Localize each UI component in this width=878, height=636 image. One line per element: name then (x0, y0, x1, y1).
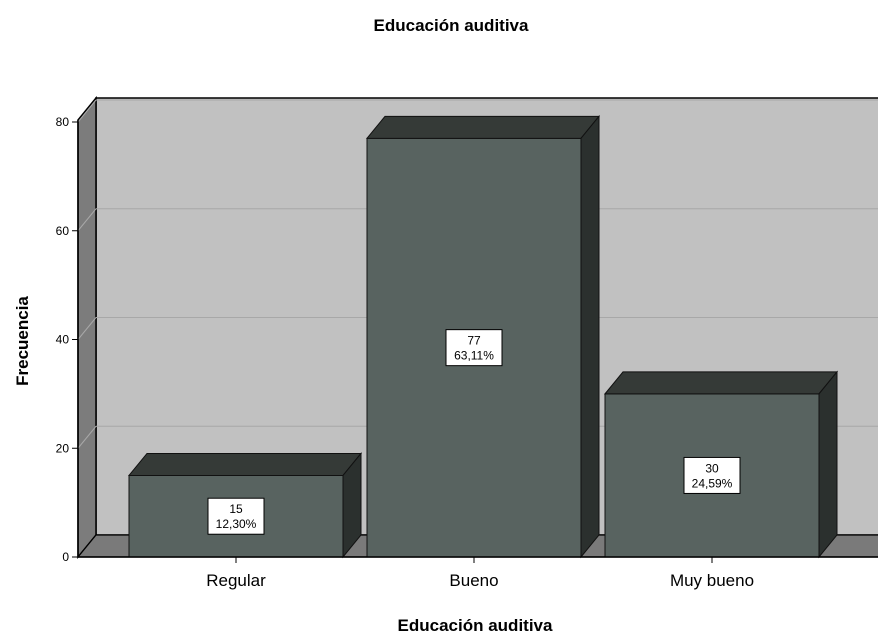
gridline-side (77, 317, 97, 340)
y-axis: 0 20 40 60 80 (56, 115, 79, 564)
bar-side (342, 452, 362, 559)
y-tick-label: 20 (56, 441, 70, 455)
x-tick-label: Muy bueno (670, 571, 754, 590)
bar-top (127, 452, 363, 476)
x-tick-label: Bueno (449, 571, 498, 590)
x-tick-label: Regular (206, 571, 266, 590)
data-label-count: 15 (229, 502, 243, 516)
gridline-side (77, 99, 97, 123)
y-tick-label: 40 (56, 333, 70, 347)
bar-2 (365, 114, 601, 559)
gridline-side (77, 425, 97, 449)
data-label-percent: 63,11% (454, 349, 494, 363)
data-label-box (683, 456, 741, 494)
bar-side (580, 114, 600, 559)
y-tick-label: 60 (56, 224, 70, 238)
gridline-side (77, 208, 97, 232)
left-wall (77, 95, 97, 560)
y-tick-label: 0 (62, 550, 69, 564)
data-label-percent: 24,59% (692, 476, 733, 490)
chart-title: Educación auditiva (374, 16, 529, 35)
data-label-percent: 12,30% (216, 517, 257, 531)
data-label-count: 77 (467, 334, 481, 348)
y-axis-title: Frecuencia (13, 296, 32, 386)
x-axis-title: Educación auditiva (398, 616, 553, 635)
data-label-box (207, 497, 265, 535)
bar-side (818, 370, 838, 559)
data-label-count: 30 (705, 461, 719, 475)
y-tick-label: 80 (56, 115, 70, 129)
x-axis: Regular Bueno Muy bueno (78, 556, 878, 590)
bar-top (365, 115, 601, 139)
bar-top (603, 371, 839, 395)
data-label-box (445, 329, 503, 367)
